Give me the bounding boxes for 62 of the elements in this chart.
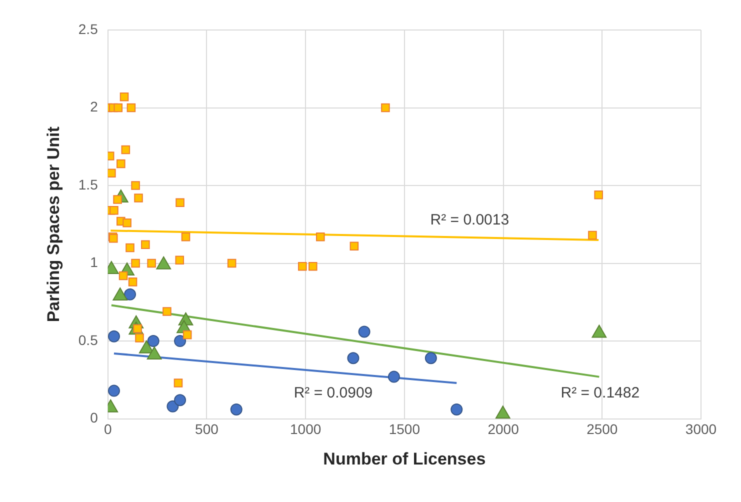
point bbox=[358, 326, 370, 338]
point bbox=[174, 394, 186, 406]
point bbox=[126, 103, 136, 112]
point bbox=[108, 168, 116, 178]
x-tick-label: 0 bbox=[104, 421, 112, 438]
point bbox=[128, 278, 138, 286]
point bbox=[141, 240, 150, 250]
point bbox=[298, 262, 307, 271]
point bbox=[126, 243, 134, 252]
point bbox=[116, 159, 126, 168]
x-tick-label: 3000 bbox=[685, 421, 717, 438]
point bbox=[147, 258, 156, 268]
point bbox=[594, 190, 603, 200]
y-tick-label: 1.5 bbox=[78, 176, 98, 192]
point bbox=[176, 198, 184, 208]
x-axis-title: Number of Licenses bbox=[323, 449, 486, 468]
x-tick-label: 2000 bbox=[488, 421, 520, 438]
point bbox=[110, 206, 118, 215]
point bbox=[162, 307, 172, 316]
point bbox=[122, 218, 132, 228]
y-tick-label: 0 bbox=[90, 410, 98, 426]
point bbox=[388, 370, 400, 383]
point bbox=[135, 334, 144, 342]
y-axis-title: Parking Spaces per Unit bbox=[44, 126, 63, 322]
annotation: R² = 0.0909 bbox=[294, 384, 373, 402]
point bbox=[166, 400, 179, 412]
y-tick-label: 2.5 bbox=[78, 20, 98, 37]
point bbox=[588, 230, 597, 240]
point bbox=[181, 232, 190, 242]
point bbox=[118, 271, 128, 280]
point bbox=[381, 103, 390, 112]
point bbox=[121, 145, 130, 154]
point bbox=[108, 330, 120, 342]
y-tick-label: 1 bbox=[90, 254, 98, 270]
point bbox=[350, 242, 359, 251]
point bbox=[174, 335, 186, 348]
point bbox=[424, 352, 437, 364]
point bbox=[316, 232, 325, 242]
point bbox=[182, 330, 192, 340]
point bbox=[175, 256, 184, 265]
point bbox=[131, 258, 140, 268]
annotation: R² = 0.0013 bbox=[430, 212, 510, 229]
point bbox=[147, 335, 160, 348]
point bbox=[227, 258, 236, 268]
point bbox=[174, 378, 183, 388]
point bbox=[120, 92, 129, 102]
annotation: R² = 0.1482 bbox=[560, 384, 640, 402]
x-tick-label: 1500 bbox=[388, 421, 420, 438]
point bbox=[108, 384, 120, 397]
y-tick-label: 2 bbox=[90, 98, 98, 115]
point bbox=[124, 288, 136, 300]
point bbox=[114, 103, 123, 112]
y-tick-label: 0.5 bbox=[78, 332, 98, 348]
point bbox=[134, 194, 143, 202]
point bbox=[308, 262, 318, 271]
point bbox=[131, 181, 140, 190]
x-tick-label: 2500 bbox=[586, 421, 618, 438]
point bbox=[450, 403, 463, 416]
point bbox=[230, 403, 242, 416]
point bbox=[347, 352, 360, 364]
x-tick-label: 1000 bbox=[290, 421, 322, 438]
x-tick-label: 500 bbox=[195, 421, 219, 438]
